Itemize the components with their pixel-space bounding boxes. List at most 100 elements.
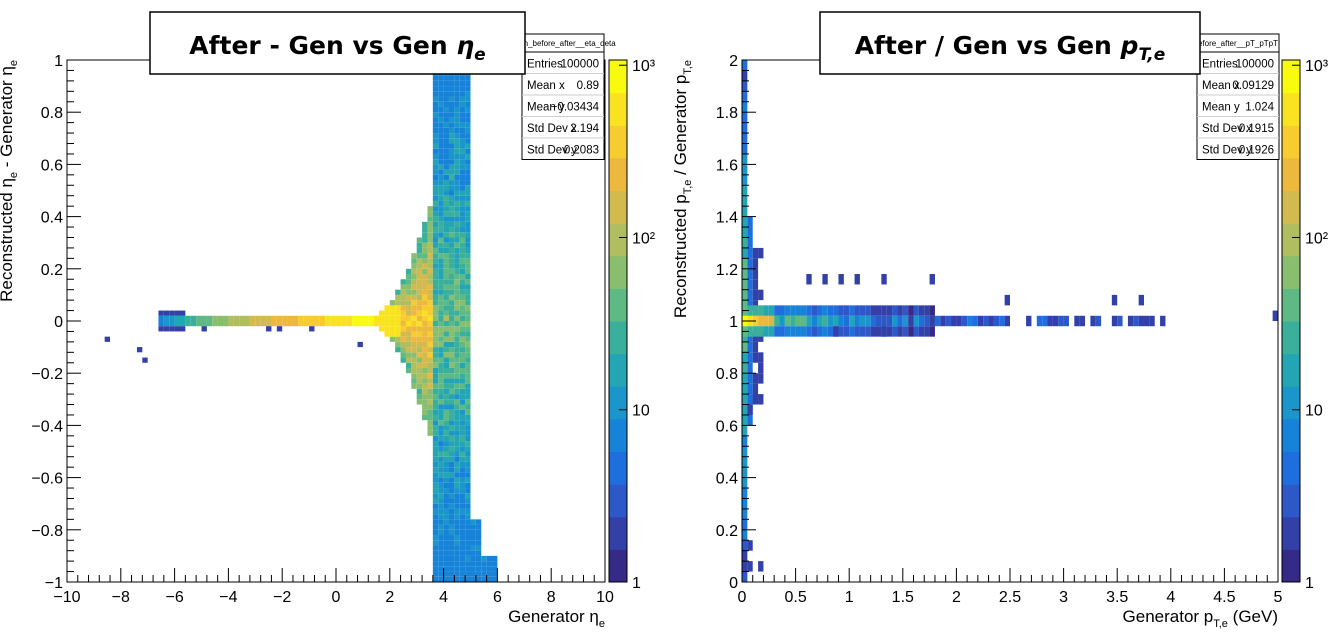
histogram-bin: [742, 227, 748, 238]
histogram-bin: [448, 373, 455, 379]
histogram-bin: [459, 221, 466, 228]
histogram-bin: [443, 566, 449, 572]
stats-label: Mean x: [527, 80, 565, 92]
histogram-bin: [438, 514, 444, 520]
histogram-bin: [174, 310, 180, 316]
title-frame: [819, 11, 1201, 75]
histogram-bin: [448, 545, 455, 551]
histogram-bin: [459, 493, 466, 499]
histogram-bin: [432, 300, 439, 306]
histogram-bin: [448, 247, 455, 254]
histogram-bin: [465, 472, 471, 478]
histogram-bin: [465, 441, 471, 447]
histogram-bin: [432, 550, 439, 556]
histogram-bin: [405, 274, 412, 280]
histogram-bin: [438, 101, 444, 107]
histogram-bin: [747, 373, 753, 384]
histogram-bin: [448, 268, 455, 275]
histogram-bin: [411, 315, 417, 321]
y-tick-label: 0: [54, 314, 63, 331]
histogram-bin: [443, 195, 449, 201]
histogram-bin: [432, 362, 439, 368]
histogram-bin: [443, 153, 449, 160]
histogram-bin: [438, 482, 444, 489]
histogram-bin: [465, 383, 471, 389]
histogram-bin: [742, 373, 748, 384]
histogram-bin: [459, 91, 466, 97]
histogram-bin: [459, 268, 466, 275]
histogram-bin: [742, 352, 748, 363]
histogram-bin: [742, 112, 748, 123]
color-bar-segment: [609, 418, 627, 452]
histogram-bin: [432, 227, 439, 233]
histogram-bin: [747, 414, 753, 426]
histogram-bin: [379, 310, 385, 316]
histogram-bin: [379, 321, 385, 327]
histogram-bin: [454, 373, 460, 379]
histogram-bin: [752, 383, 759, 395]
histogram-bin: [459, 446, 466, 452]
histogram-bin: [747, 247, 753, 259]
histogram-bin: [438, 258, 444, 264]
histogram-bin: [427, 216, 433, 222]
stats-value: 1.024: [1245, 102, 1274, 114]
histogram-bin: [448, 200, 455, 207]
histogram-bin: [422, 310, 428, 316]
histogram-bin: [454, 289, 460, 295]
histogram-bin: [465, 232, 471, 238]
histogram-bin: [742, 185, 748, 196]
histogram-bin: [742, 174, 748, 186]
histogram-bin: [459, 404, 466, 410]
histogram-bin: [427, 326, 433, 332]
histogram-bin: [892, 315, 898, 327]
color-bar-segment: [1282, 125, 1300, 159]
histogram-bin: [432, 331, 439, 337]
histogram-bin: [427, 425, 433, 431]
histogram-bin: [475, 519, 482, 525]
histogram-bin: [443, 451, 449, 457]
histogram-bin: [448, 488, 455, 494]
histogram-bin: [940, 315, 946, 327]
histogram-bin: [454, 352, 460, 358]
histogram-bin: [427, 399, 433, 405]
histogram-bin: [443, 91, 449, 97]
histogram-bin: [459, 524, 466, 530]
histogram-bin: [352, 315, 358, 327]
histogram-bin: [438, 195, 444, 201]
histogram-bin: [459, 315, 466, 321]
x-tick-label: 6: [493, 589, 502, 606]
histogram-bin: [1149, 315, 1155, 327]
y-tick-label: 0.8: [716, 366, 738, 383]
histogram-bin: [266, 315, 272, 327]
histogram-bin: [454, 399, 460, 405]
histogram-bin: [1047, 315, 1053, 327]
histogram-bin: [817, 305, 823, 316]
histogram-bin: [454, 467, 460, 473]
histogram-bin: [448, 383, 455, 389]
histogram-bin: [492, 576, 498, 582]
histogram-bin: [438, 383, 444, 389]
histogram-bin: [454, 508, 460, 515]
histogram-bin: [459, 305, 466, 311]
histogram-bin: [465, 420, 471, 426]
histogram-bin: [443, 435, 449, 442]
histogram-bin: [405, 279, 412, 285]
histogram-bin: [822, 315, 828, 327]
histogram-bin: [346, 315, 353, 327]
histogram-bin: [448, 535, 455, 541]
histogram-bin: [395, 315, 401, 321]
histogram-bin: [432, 268, 439, 275]
histogram-bin: [438, 91, 444, 97]
histogram-bin: [443, 477, 449, 483]
histogram-bin: [266, 326, 272, 332]
histogram-bin: [448, 86, 455, 92]
x-tick-label: 0: [332, 589, 341, 606]
histogram-bin: [432, 185, 439, 191]
histogram-bin: [411, 373, 417, 379]
histogram-bin: [790, 326, 796, 337]
histogram-bin: [459, 566, 466, 572]
histogram-bin: [742, 237, 748, 248]
histogram-bin: [443, 482, 449, 489]
histogram-bin: [432, 86, 439, 92]
histogram-bin: [854, 326, 860, 337]
